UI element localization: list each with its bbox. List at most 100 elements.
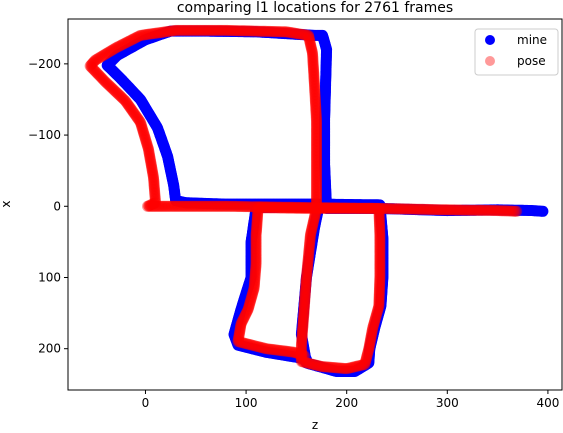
point-pose [275, 201, 287, 213]
point-pose [313, 360, 325, 372]
point-pose [309, 90, 321, 102]
point-pose [248, 201, 260, 213]
point-pose [299, 293, 311, 305]
point-pose [252, 341, 264, 353]
point-pose [321, 202, 333, 214]
point-pose [306, 223, 318, 235]
point-pose [371, 309, 382, 320]
point-pose [374, 219, 385, 230]
point-pose [290, 347, 302, 359]
point-pose [306, 220, 318, 232]
point-pose [170, 24, 182, 36]
point-pose [251, 25, 263, 37]
point-pose [346, 361, 358, 373]
point-pose [373, 217, 385, 229]
point-pose [274, 344, 285, 356]
point-pose [88, 56, 99, 68]
point-pose [374, 266, 386, 278]
point-pose [373, 287, 385, 299]
point-pose [262, 343, 274, 355]
point-pose [284, 202, 296, 214]
point-pose [296, 202, 308, 213]
point-pose [127, 33, 138, 45]
point-pose [226, 25, 238, 36]
point-pose [297, 28, 309, 40]
point-pose [253, 201, 265, 213]
point-pose [262, 201, 273, 213]
point-pose [250, 233, 262, 245]
point-pose [308, 72, 320, 84]
point-pose [374, 269, 386, 280]
point-pose [353, 360, 365, 372]
point-pose [374, 279, 386, 291]
point-pose [311, 165, 322, 177]
point-pose [310, 103, 322, 115]
point-pose [223, 25, 235, 36]
point-pose [273, 202, 285, 214]
point-pose [211, 200, 223, 212]
point-pose [303, 242, 315, 254]
point-pose [144, 153, 156, 165]
point-pose [311, 158, 322, 170]
point-pose [299, 202, 310, 214]
point-pose [310, 110, 322, 122]
point-pose [303, 249, 314, 261]
point-pose [258, 25, 270, 37]
point-pose [487, 205, 499, 216]
point-pose [373, 289, 385, 301]
point-pose [260, 202, 272, 214]
point-pose [237, 314, 249, 326]
point-pose [159, 26, 171, 38]
point-pose [113, 40, 125, 52]
point-pose [301, 264, 313, 276]
point-pose [144, 150, 156, 162]
point-pose [370, 202, 382, 214]
point-pose [374, 221, 386, 233]
point-pose [373, 213, 385, 225]
point-pose [210, 200, 222, 212]
point-pose [294, 201, 306, 213]
point-pose [342, 202, 353, 214]
point-pose [252, 207, 264, 219]
point-pose [349, 361, 361, 373]
point-pose [300, 202, 312, 213]
point-pose [250, 227, 262, 239]
point-pose [301, 270, 313, 282]
point-pose [297, 317, 309, 329]
point-pose [155, 200, 167, 212]
point-pose [269, 202, 281, 214]
point-pose [429, 204, 441, 216]
point-pose [301, 266, 313, 278]
plot-frame [67, 18, 563, 391]
point-pose [373, 300, 385, 312]
point-pose [241, 306, 253, 318]
point-pose [132, 31, 144, 43]
point-pose [299, 291, 311, 303]
point-pose [384, 203, 396, 215]
point-pose [112, 88, 124, 100]
point-pose [365, 333, 377, 345]
point-pose [299, 290, 311, 302]
point-pose [310, 113, 322, 125]
point-pose [251, 212, 263, 224]
point-pose [150, 200, 162, 212]
point-pose [174, 200, 186, 212]
point-pose [291, 347, 303, 359]
point-pose [311, 138, 322, 150]
point-pose [133, 30, 145, 42]
point-pose [148, 176, 160, 188]
point-pose [304, 233, 316, 245]
point-pose [374, 223, 386, 235]
point-pose [298, 303, 310, 315]
point-pose [333, 202, 345, 214]
point-pose [207, 24, 219, 36]
point-pose [339, 363, 351, 374]
point-pose [91, 67, 103, 79]
point-pose [183, 200, 195, 212]
point-pose [373, 216, 385, 228]
point-pose [283, 26, 295, 38]
y-tick-label: 0 [53, 199, 61, 213]
point-pose [92, 53, 104, 65]
point-pose [365, 202, 377, 214]
point-pose [177, 24, 189, 36]
